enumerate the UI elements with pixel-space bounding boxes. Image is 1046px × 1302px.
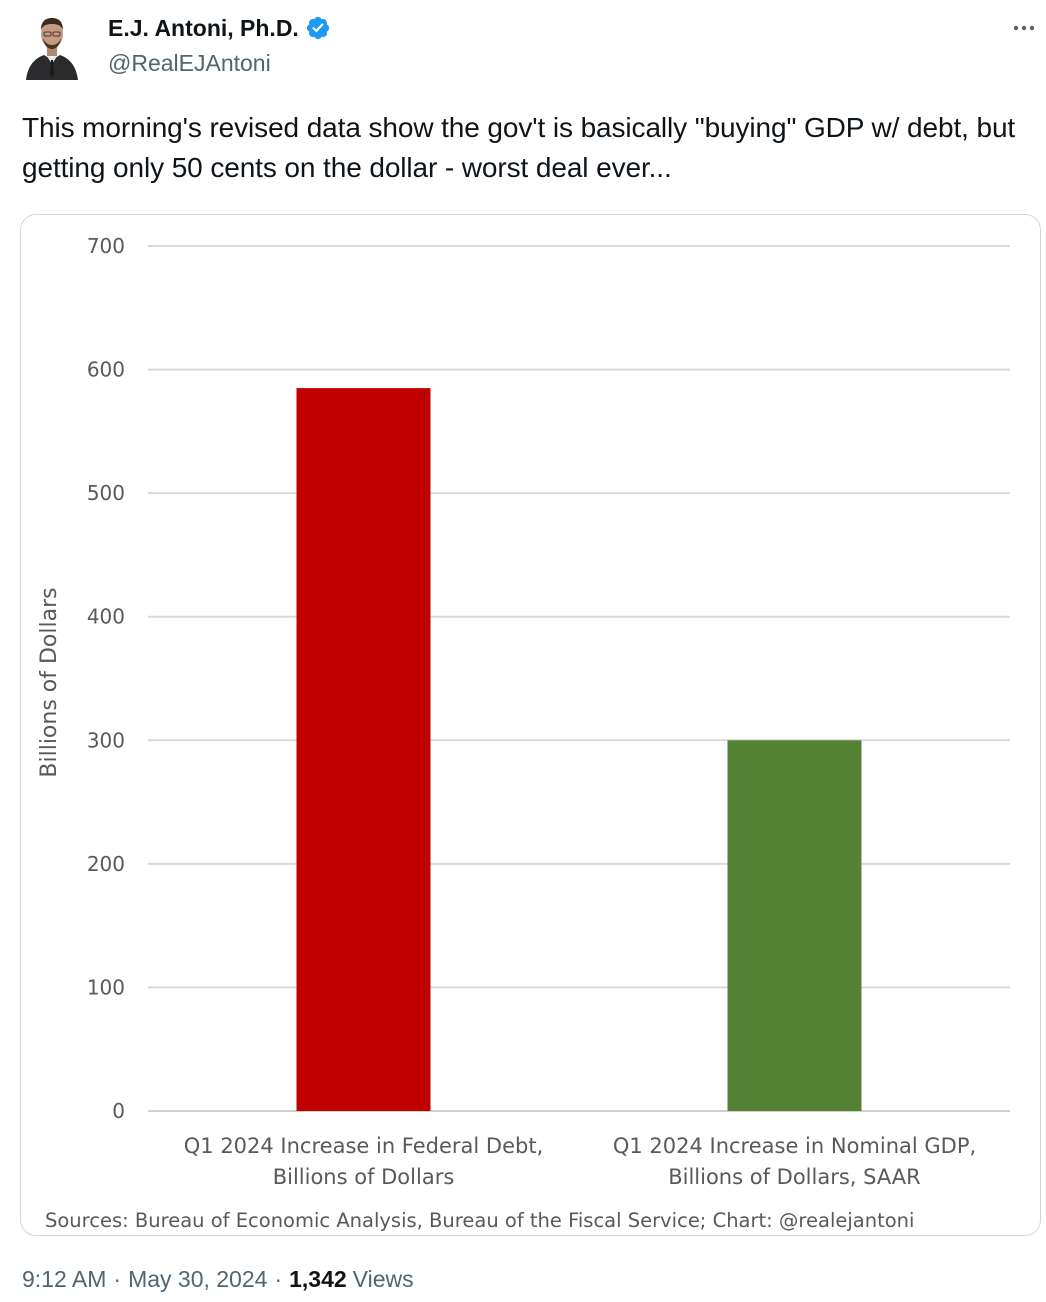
tweet-media-chart[interactable]: 0 100 200 300 400 500 600 700 Billions of Dollar… (20, 214, 1041, 1236)
x-tick-label: Billions of Dollars (273, 1165, 455, 1189)
x-tick-label: Q1 2024 Increase in Nominal GDP, (613, 1134, 976, 1158)
y-tick-label: 0 (112, 1099, 125, 1123)
meta-separator: · (274, 1266, 283, 1292)
views-count: 1,342 (289, 1266, 347, 1292)
x-tick-label: Billions of Dollars, SAAR (668, 1165, 921, 1189)
y-tick-label: 700 (87, 234, 125, 258)
bar (296, 388, 431, 1111)
author-block: E.J. Antoni, Ph.D. @RealEJAntoni (108, 12, 331, 77)
tweet-meta: 9:12 AM · May 30, 2024 · 1,342 Views (22, 1266, 414, 1293)
name-row: E.J. Antoni, Ph.D. (108, 12, 331, 44)
bar (727, 740, 862, 1111)
bar-chart: 0 100 200 300 400 500 600 700 Billions of Dollar… (37, 234, 1010, 1232)
chart-source: Sources: Bureau of Economic Analysis, Bu… (45, 1209, 914, 1232)
verified-badge-icon[interactable] (305, 15, 331, 41)
y-tick-label: 300 (87, 728, 125, 752)
y-tick-label: 500 (87, 481, 125, 505)
y-axis-label: Billions of Dollars (37, 587, 62, 777)
tweet-text: This morning's revised data show the gov… (22, 112, 1016, 183)
views-label: Views (352, 1266, 414, 1292)
tweet-time[interactable]: 9:12 AM (22, 1266, 107, 1292)
y-tick-label: 400 (87, 605, 125, 629)
y-tick-label: 600 (87, 358, 125, 382)
meta-separator: · (113, 1266, 122, 1292)
y-tick-label: 200 (87, 852, 125, 876)
y-tick-label: 100 (87, 975, 125, 999)
author-name[interactable]: E.J. Antoni, Ph.D. (108, 14, 299, 41)
more-horizontal-icon[interactable] (1008, 14, 1040, 42)
avatar[interactable] (22, 8, 82, 80)
tweet-date[interactable]: May 30, 2024 (128, 1266, 268, 1292)
x-tick-label: Q1 2024 Increase in Federal Debt, (184, 1134, 544, 1158)
author-handle[interactable]: @RealEJAntoni (108, 50, 271, 76)
